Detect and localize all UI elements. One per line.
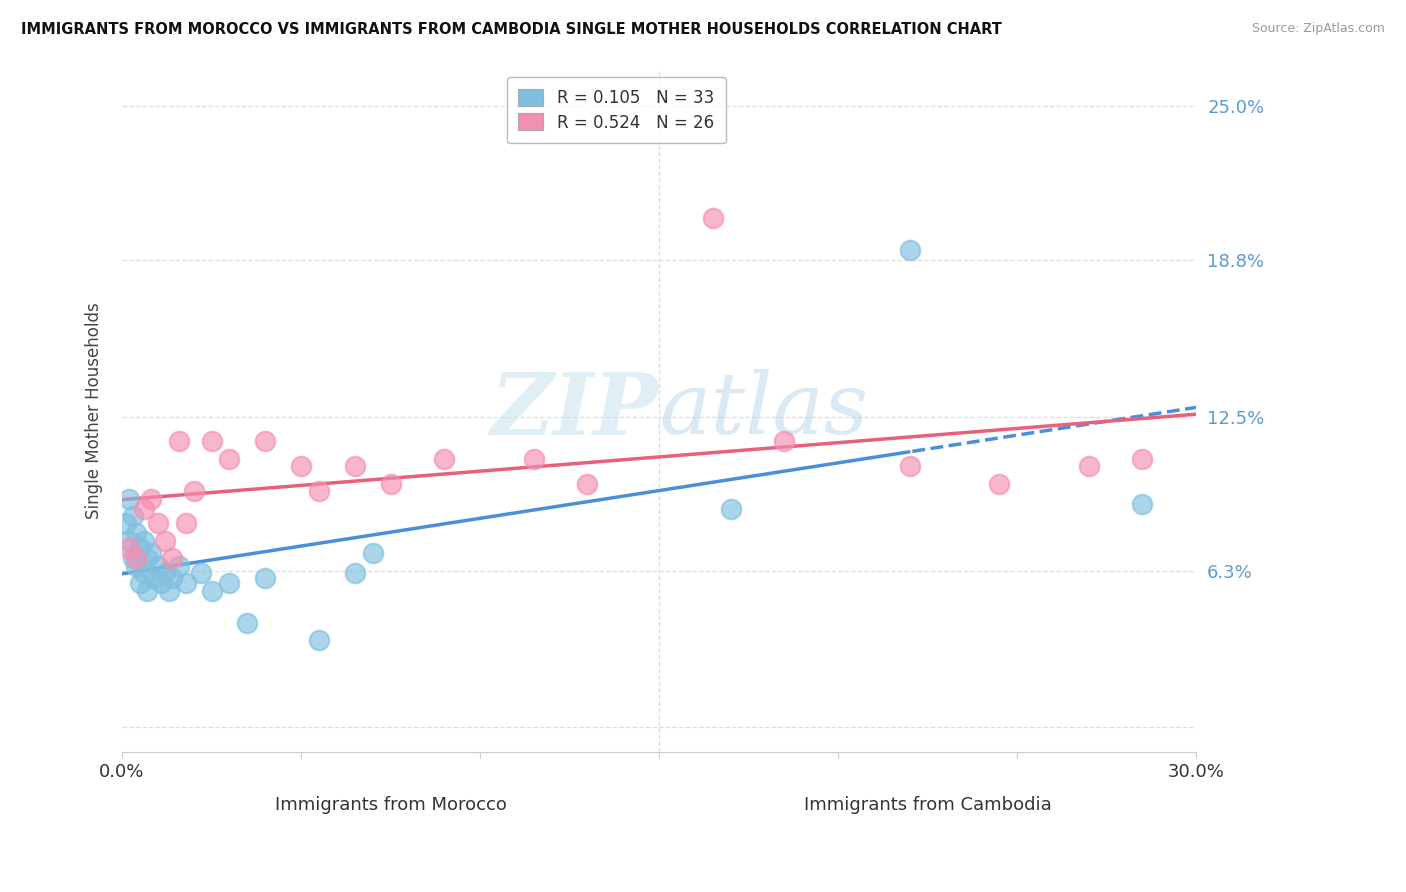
Point — [773, 434, 796, 449]
Point — [523, 451, 546, 466]
Point — [380, 476, 402, 491]
Point — [343, 566, 366, 581]
Text: ZIP: ZIP — [491, 368, 659, 452]
Text: atlas: atlas — [659, 369, 868, 451]
Point — [290, 459, 312, 474]
Point — [132, 501, 155, 516]
Point — [118, 491, 141, 506]
Point — [160, 551, 183, 566]
Point — [190, 566, 212, 581]
Point — [132, 566, 155, 581]
Point — [125, 551, 148, 566]
Point — [1077, 459, 1099, 474]
Point — [343, 459, 366, 474]
Point — [125, 558, 148, 573]
Text: Immigrants from Cambodia: Immigrants from Cambodia — [804, 797, 1052, 814]
Y-axis label: Single Mother Households: Single Mother Households — [86, 302, 103, 519]
Point — [200, 583, 222, 598]
Point — [218, 576, 240, 591]
Point — [136, 583, 159, 598]
Point — [136, 551, 159, 566]
Point — [129, 541, 152, 556]
Legend: R = 0.105   N = 33, R = 0.524   N = 26: R = 0.105 N = 33, R = 0.524 N = 26 — [506, 77, 725, 144]
Point — [433, 451, 456, 466]
Point — [200, 434, 222, 449]
Text: Source: ZipAtlas.com: Source: ZipAtlas.com — [1251, 22, 1385, 36]
Point — [254, 571, 277, 585]
Point — [114, 516, 136, 531]
Point — [169, 558, 191, 573]
Point — [139, 546, 162, 560]
Point — [308, 484, 330, 499]
Point — [898, 459, 921, 474]
Point — [576, 476, 599, 491]
Point — [121, 551, 143, 566]
Point — [308, 633, 330, 648]
Point — [146, 516, 169, 531]
Text: IMMIGRANTS FROM MOROCCO VS IMMIGRANTS FROM CAMBODIA SINGLE MOTHER HOUSEHOLDS COR: IMMIGRANTS FROM MOROCCO VS IMMIGRANTS FR… — [21, 22, 1002, 37]
Point — [132, 533, 155, 548]
Point — [361, 546, 384, 560]
Text: Immigrants from Morocco: Immigrants from Morocco — [274, 797, 506, 814]
Point — [150, 576, 173, 591]
Point — [153, 533, 176, 548]
Point — [720, 501, 742, 516]
Point — [146, 558, 169, 573]
Point — [1132, 451, 1154, 466]
Point — [121, 508, 143, 523]
Point — [1132, 497, 1154, 511]
Point — [169, 434, 191, 449]
Point — [254, 434, 277, 449]
Point — [125, 526, 148, 541]
Point — [898, 243, 921, 257]
Point — [218, 451, 240, 466]
Point — [183, 484, 205, 499]
Point — [702, 211, 724, 225]
Point — [143, 571, 166, 585]
Point — [139, 491, 162, 506]
Point — [236, 615, 259, 630]
Point — [153, 566, 176, 581]
Point — [129, 576, 152, 591]
Point — [988, 476, 1011, 491]
Point — [118, 533, 141, 548]
Point — [176, 576, 198, 591]
Point — [157, 583, 180, 598]
Point — [160, 571, 183, 585]
Point — [118, 541, 141, 556]
Point — [176, 516, 198, 531]
